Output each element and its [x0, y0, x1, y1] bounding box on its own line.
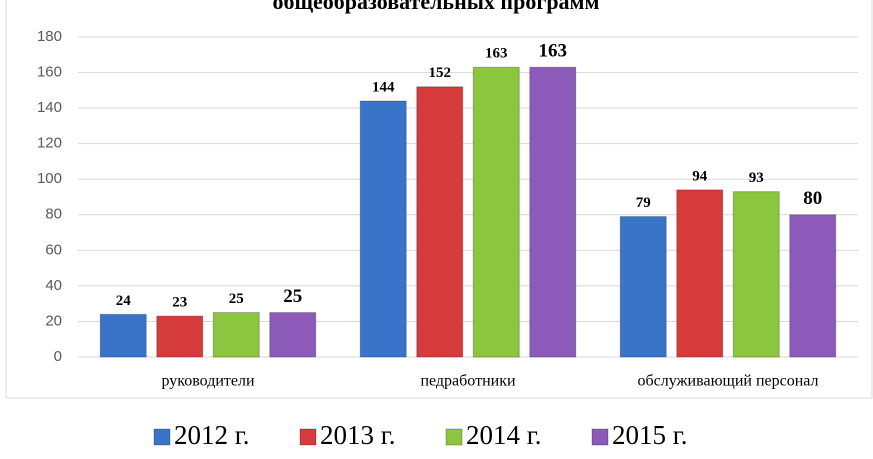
value-label: 163 — [485, 46, 508, 62]
legend-label: 2012 г. — [174, 420, 250, 450]
bar — [676, 189, 724, 358]
legend-swatch — [591, 428, 609, 446]
chart-title: общеобразовательных программ — [272, 0, 599, 14]
bar — [156, 315, 204, 358]
bar — [472, 66, 520, 358]
value-label: 25 — [229, 291, 244, 307]
value-label: 152 — [429, 65, 452, 81]
value-label: 144 — [372, 79, 395, 95]
value-label: 94 — [692, 168, 708, 184]
value-label: 25 — [283, 286, 302, 307]
y-tick-label: 40 — [45, 277, 62, 294]
bar — [619, 216, 667, 358]
bar — [269, 312, 317, 358]
legend-label: 2014 г. — [466, 420, 542, 450]
bar — [416, 86, 464, 358]
y-tick-label: 180 — [37, 28, 62, 45]
legend-swatch — [153, 428, 171, 446]
bar — [99, 313, 147, 358]
bar — [789, 214, 837, 358]
value-label: 23 — [172, 295, 187, 311]
value-label: 80 — [803, 188, 822, 209]
y-tick-label: 160 — [37, 64, 62, 81]
bar — [529, 66, 577, 358]
y-tick-label: 60 — [45, 241, 62, 258]
value-label: 24 — [116, 293, 132, 309]
value-label: 163 — [539, 41, 568, 62]
x-tick-label: обслуживающий персонал — [637, 373, 818, 390]
bar — [732, 191, 780, 358]
y-tick-label: 100 — [37, 170, 62, 187]
value-label: 79 — [636, 195, 651, 211]
legend-label: 2013 г. — [320, 420, 396, 450]
legend-swatch — [299, 428, 317, 446]
y-tick-label: 0 — [54, 348, 62, 365]
bar — [359, 100, 407, 358]
y-tick-label: 20 — [45, 312, 62, 329]
x-tick-label: педработники — [420, 373, 516, 390]
x-tick-label: руководители — [161, 373, 255, 390]
bar — [212, 312, 260, 358]
value-label: 93 — [749, 170, 764, 186]
legend-swatch — [445, 428, 463, 446]
y-tick-label: 80 — [45, 206, 62, 223]
y-tick-label: 120 — [37, 135, 62, 152]
chart-border — [5, 0, 873, 399]
legend-label: 2015 г. — [612, 420, 688, 450]
y-tick-label: 140 — [37, 99, 62, 116]
